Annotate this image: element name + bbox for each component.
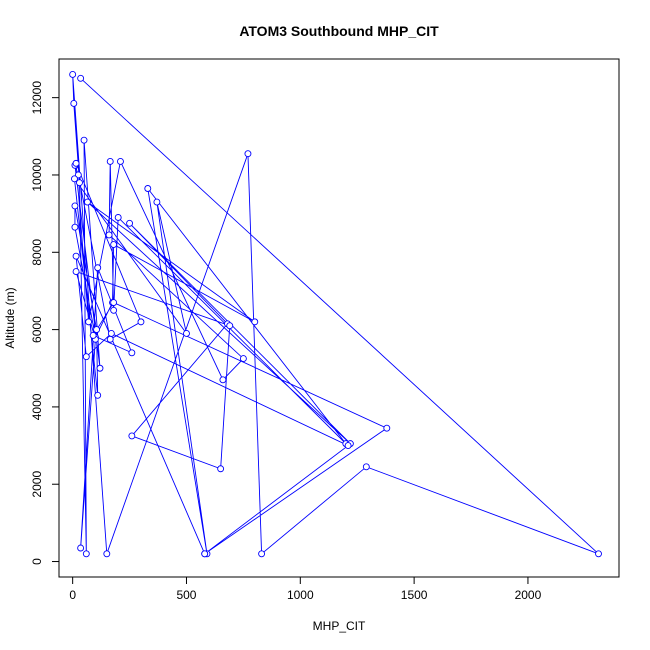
data-point-59: [201, 550, 209, 558]
data-point-11: [96, 364, 104, 372]
x-tick-label-1500: 1500: [401, 588, 428, 602]
data-point-50: [128, 349, 136, 357]
y-tick-label-0: 0: [30, 558, 44, 565]
y-tick-label-2000: 2000: [30, 471, 44, 498]
data-point-1: [595, 550, 602, 558]
data-point-58: [344, 442, 352, 450]
data-point-8: [76, 179, 83, 187]
data-point-39: [84, 198, 91, 206]
data-point-44: [217, 465, 225, 473]
x-tick-label-1000: 1000: [287, 588, 314, 602]
y-tick-label-10000: 10000: [30, 158, 44, 192]
data-point-4: [244, 150, 252, 158]
data-point-32: [93, 326, 101, 334]
data-point-23: [110, 306, 118, 314]
x-tick-label-500: 500: [176, 588, 196, 602]
series-line: [72, 74, 599, 555]
y-tick-label-6000: 6000: [30, 316, 44, 343]
data-point-14: [106, 335, 114, 343]
data-point-53: [383, 424, 391, 432]
data-point-20: [239, 355, 247, 363]
data-point-26: [144, 185, 152, 192]
data-point-49: [94, 264, 102, 272]
data-point-0: [77, 74, 85, 82]
series-group: [69, 71, 602, 558]
data-point-19: [219, 376, 227, 384]
data-point-21: [105, 231, 113, 239]
x-tick-label-0: 0: [69, 588, 76, 602]
y-tick-label-8000: 8000: [30, 239, 44, 266]
data-point-34: [71, 223, 79, 231]
data-point-43: [128, 432, 136, 440]
data-point-22: [106, 157, 114, 165]
data-point-51: [89, 331, 97, 339]
chart-title: ATOM3 Southbound MHP_CIT: [239, 23, 439, 39]
y-tick-label-4000: 4000: [30, 393, 44, 420]
x-tick-label-2000: 2000: [515, 588, 542, 602]
data-point-52: [110, 299, 118, 306]
data-point-37: [110, 241, 118, 249]
data-point-31: [94, 391, 102, 399]
data-point-29: [183, 330, 190, 337]
data-point-5: [103, 550, 111, 558]
data-point-10: [80, 136, 88, 144]
data-point-15: [137, 318, 145, 326]
data-point-45: [226, 322, 234, 330]
y-axis-label: Altitude (m): [3, 287, 17, 348]
data-point-38: [251, 318, 259, 326]
data-point-24: [114, 214, 122, 221]
x-axis: 0 500 1000 1500 2000: [69, 576, 542, 602]
data-point-9: [82, 550, 90, 558]
data-point-57: [107, 330, 115, 337]
data-point-33: [71, 202, 79, 210]
plot-frame: [58, 58, 620, 578]
data-point-41: [126, 219, 134, 227]
data-point-28: [153, 198, 161, 206]
data-point-56: [82, 353, 90, 361]
data-point-46: [72, 268, 80, 276]
data-point-7: [70, 100, 78, 107]
data-point-3: [258, 550, 266, 558]
y-tick-label-12000: 12000: [30, 81, 44, 115]
data-point-6: [69, 71, 77, 78]
data-point-16: [72, 159, 80, 167]
x-axis-label: MHP_CIT: [313, 619, 366, 633]
data-point-2: [362, 463, 370, 471]
y-axis: 0 2000 4000 6000 8000 10000 12000: [30, 81, 60, 565]
data-point-48: [77, 544, 85, 552]
data-point-55: [72, 252, 80, 260]
data-point-18: [117, 157, 124, 165]
data-point-17: [85, 318, 93, 326]
data-point-30: [71, 175, 78, 183]
